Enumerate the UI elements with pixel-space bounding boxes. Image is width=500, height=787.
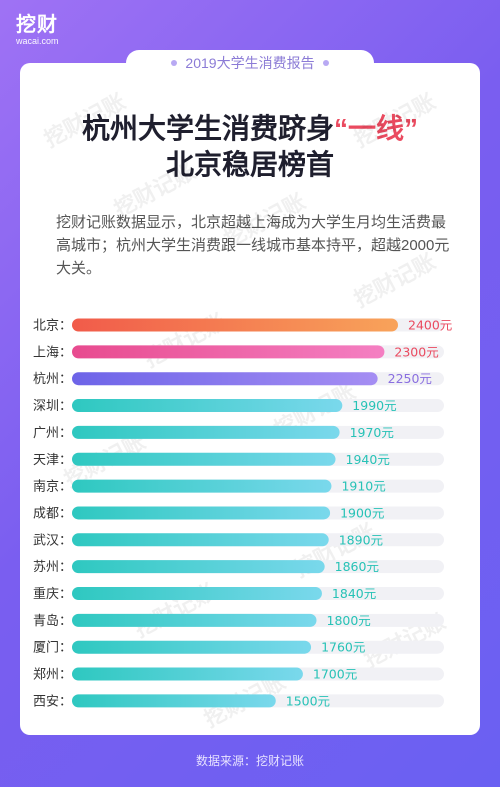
bar [72,506,331,520]
category-label: 广州： [33,426,72,441]
bar [72,613,317,627]
value-label: 2300元 [394,344,438,359]
bar [72,533,329,547]
category-label: 天津： [33,453,72,468]
value-label: 1900元 [340,505,384,520]
report-badge: 2019大学生消费报告 [126,50,374,76]
bar [72,372,378,386]
value-label: 2400元 [408,318,452,333]
value-label: 1860元 [335,559,379,574]
category-label: 深圳： [33,399,72,414]
title-line-1-prefix: 杭州大学生消费跻身 [81,113,334,144]
page-title: 杭州大学生消费跻身“一线” 北京稳居榜首 [20,111,480,183]
value-label: 1910元 [341,479,385,494]
bar [72,640,312,654]
bar [72,345,385,359]
category-label: 北京： [33,319,72,334]
bar [72,452,336,466]
badge-dot-right [322,60,329,67]
bar [72,399,343,413]
category-label: 成都： [33,506,72,521]
bar [72,560,325,574]
bar [72,479,332,493]
title-line-1: 杭州大学生消费跻身“一线” [20,111,480,147]
category-label: 西安： [33,694,72,709]
brand-logo: 挖财 wacai.com [16,14,59,46]
category-label: 青岛： [33,613,72,629]
logo-domain-text: wacai.com [16,36,59,46]
description-text: 挖财记账数据显示，北京超越上海成为大学生月均生活费最高城市；杭州大学生消费跟一线… [56,214,450,277]
category-label: 苏州： [33,559,72,575]
value-label: 1940元 [346,452,390,467]
value-label: 1800元 [327,613,371,628]
bar [72,318,398,332]
category-label: 武汉： [33,533,72,548]
title-highlight: “一线” [334,113,419,144]
value-label: 1840元 [332,586,376,601]
value-label: 1500元 [286,693,330,708]
category-label: 重庆： [33,586,72,602]
value-label: 1890元 [339,532,383,547]
value-label: 1990元 [352,398,396,413]
value-label: 1970元 [350,425,394,440]
bar [72,587,322,600]
bar [72,667,303,681]
badge-dot-left [171,60,178,67]
value-label: 1700元 [313,667,357,682]
value-label: 1760元 [321,640,365,655]
value-label: 2250元 [388,371,432,386]
category-label: 郑州： [33,668,72,683]
badge-label: 2019大学生消费报告 [185,55,315,71]
category-label: 南京： [33,479,72,495]
category-label: 上海： [33,345,72,360]
bar [72,425,340,439]
category-label: 杭州： [33,372,72,387]
title-line-2: 北京稳居榜首 [165,149,334,180]
category-label: 厦门： [33,641,72,656]
data-source-text: 数据来源：挖财记账 [195,754,304,768]
logo-brand-text: 挖财 [16,14,58,36]
bar [72,694,276,708]
